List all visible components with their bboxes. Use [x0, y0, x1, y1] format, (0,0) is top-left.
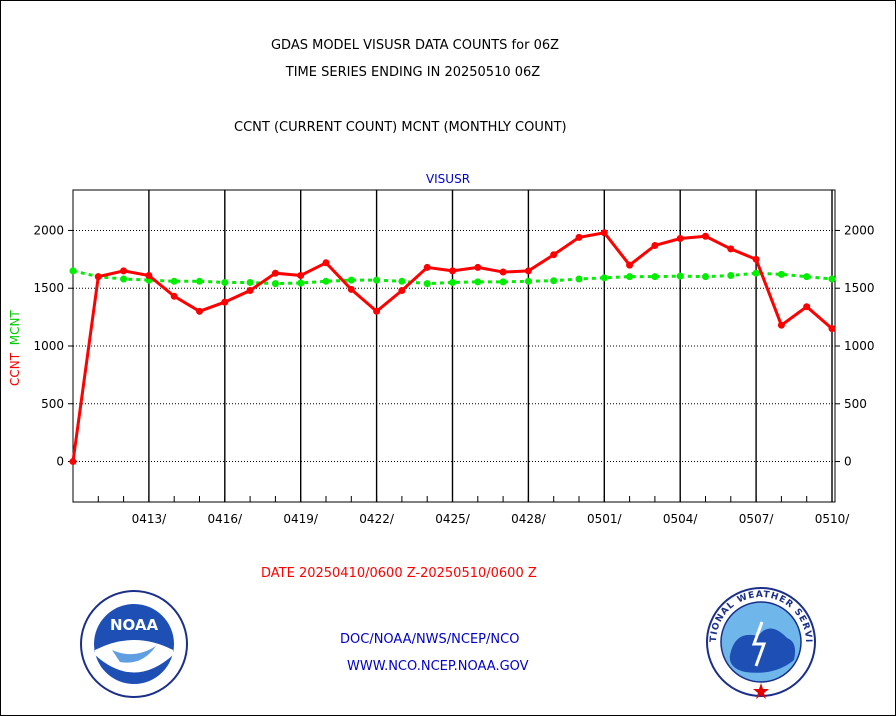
data-point-ccnt [271, 269, 279, 277]
data-point-mcnt [398, 277, 406, 285]
data-point-ccnt [626, 261, 634, 269]
plot-title: VISUSR [425, 172, 471, 186]
data-point-ccnt [651, 241, 659, 249]
data-point-ccnt [777, 321, 785, 329]
data-point-ccnt [398, 287, 406, 295]
data-point-ccnt [600, 229, 608, 237]
y-tick-label: 0 [56, 455, 64, 469]
data-point-mcnt [575, 275, 583, 283]
data-point-mcnt [474, 278, 482, 286]
y-tick-label-right: 500 [844, 397, 867, 411]
x-tick-label: 0428/ [511, 512, 547, 526]
data-point-mcnt [423, 280, 431, 288]
data-point-mcnt [676, 272, 684, 280]
x-tick-label: 0419/ [283, 512, 319, 526]
data-point-mcnt [120, 275, 128, 283]
data-point-ccnt [322, 259, 330, 267]
y-tick-label-right: 1500 [844, 281, 875, 295]
data-point-mcnt [170, 277, 178, 285]
org-path-link[interactable]: DOC/NOAA/NWS/NCEP/NCO [340, 632, 520, 647]
data-point-ccnt [676, 235, 684, 243]
data-point-ccnt [423, 263, 431, 271]
data-point-mcnt [777, 270, 785, 278]
data-point-mcnt [600, 274, 608, 282]
x-tick-label: 0422/ [359, 512, 395, 526]
chart-subtitle: CCNT (CURRENT COUNT) MCNT (MONTHLY COUNT… [234, 120, 567, 135]
y-tick-label-right: 1000 [844, 339, 875, 353]
data-point-mcnt [271, 280, 279, 288]
data-point-mcnt [651, 273, 659, 281]
data-point-mcnt [347, 276, 355, 284]
data-point-ccnt [803, 303, 811, 311]
data-point-ccnt [499, 268, 507, 276]
data-point-ccnt [828, 325, 836, 333]
website-link[interactable]: WWW.NCO.NCEP.NOAA.GOV [347, 659, 529, 674]
data-point-mcnt [196, 277, 203, 285]
date-range-label: DATE 20250410/0600 Z-20250510/0600 Z [261, 566, 537, 581]
data-point-ccnt [196, 307, 203, 315]
data-point-mcnt [221, 278, 229, 286]
data-point-ccnt [752, 255, 760, 263]
data-point-mcnt [626, 273, 634, 281]
y-tick-label: 1000 [33, 339, 64, 353]
data-point-ccnt [524, 267, 532, 275]
y-tick-label: 2000 [33, 223, 64, 237]
data-point-ccnt [145, 272, 153, 280]
data-point-mcnt [524, 277, 532, 285]
data-point-mcnt [246, 278, 254, 286]
data-point-ccnt [221, 298, 229, 306]
x-tick-label: 0504/ [663, 512, 699, 526]
data-point-ccnt [702, 232, 709, 240]
data-point-mcnt [828, 275, 836, 283]
data-point-mcnt [449, 278, 456, 286]
data-point-ccnt [170, 292, 178, 300]
x-tick-label: 0507/ [739, 512, 775, 526]
data-point-ccnt [94, 273, 102, 281]
y-tick-label-right: 2000 [844, 223, 875, 237]
data-point-mcnt [702, 273, 709, 281]
x-tick-label: 0425/ [435, 512, 471, 526]
x-tick-label: 0510/ [815, 512, 851, 526]
data-point-mcnt [499, 278, 507, 286]
data-point-ccnt [449, 267, 456, 275]
x-tick-label: 0501/ [587, 512, 623, 526]
data-point-ccnt [69, 458, 77, 466]
chart-title-line2: TIME SERIES ENDING IN 20250510 06Z [285, 65, 541, 80]
data-point-mcnt [297, 279, 305, 287]
chart-title-line1: GDAS MODEL VISUSR DATA COUNTS for 06Z [270, 38, 560, 53]
data-point-ccnt [347, 285, 355, 293]
x-tick-label: 0416/ [208, 512, 244, 526]
data-point-mcnt [373, 276, 381, 284]
data-point-mcnt [752, 269, 760, 277]
y-tick-label: 1500 [33, 281, 64, 295]
y-tick-label: 500 [41, 397, 64, 411]
data-point-mcnt [322, 277, 330, 285]
data-point-ccnt [297, 272, 305, 280]
data-point-ccnt [246, 287, 254, 295]
x-tick-label: 0413/ [132, 512, 168, 526]
y-tick-label-right: 0 [844, 455, 852, 469]
data-point-ccnt [550, 251, 558, 259]
data-point-mcnt [550, 277, 558, 285]
data-point-ccnt [120, 267, 128, 275]
data-point-mcnt [69, 267, 77, 275]
data-point-ccnt [373, 307, 381, 315]
data-point-ccnt [474, 263, 482, 271]
data-point-mcnt [803, 273, 811, 281]
data-point-ccnt [575, 233, 583, 241]
data-point-ccnt [727, 245, 735, 253]
data-point-mcnt [727, 272, 735, 280]
